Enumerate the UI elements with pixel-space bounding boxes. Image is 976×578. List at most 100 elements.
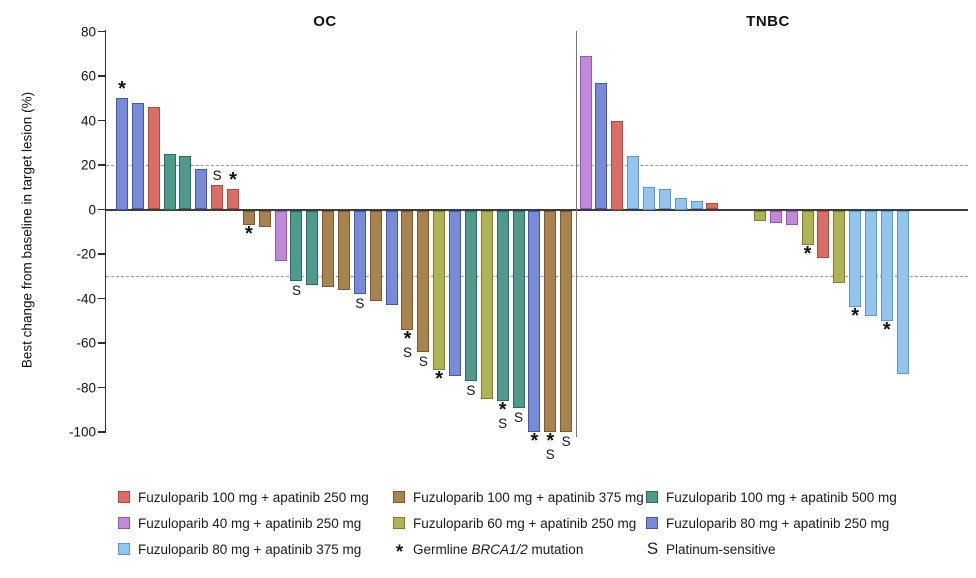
legend-item-brca: * Germline BRCA1/2 mutation [393, 538, 646, 564]
bar-tnbc-13 [769, 210, 782, 223]
y-tick-label: 60 [80, 68, 96, 84]
bar-markers: * [429, 369, 449, 389]
legend-swatch [646, 517, 658, 529]
bar-tnbc-18 [849, 210, 862, 308]
platinum-sensitive-marker: S [513, 409, 523, 425]
bar-oc-11 [274, 210, 287, 261]
bar-tnbc-21 [896, 210, 909, 375]
legend-swatch [118, 517, 130, 529]
y-tick [98, 119, 105, 122]
legend-item-fz100_ap500: Fuzuloparib 100 mg + apatinib 500 mg [646, 490, 897, 505]
y-tick-label: -100 [68, 424, 96, 440]
legend: Fuzuloparib 100 mg + apatinib 250 mg Fuzu… [118, 484, 897, 564]
brca-mutation-marker: * [244, 223, 253, 246]
legend-item-fz60_ap250: Fuzuloparib 60 mg + apatinib 250 mg [393, 516, 646, 531]
bar-markers: * [239, 223, 259, 246]
bar-oc-20 [417, 210, 430, 352]
bar-tnbc-6 [658, 189, 671, 210]
bar-oc-19 [401, 210, 414, 330]
legend-swatch [393, 491, 405, 503]
platinum-sensitive-marker: S [418, 353, 428, 369]
bar-oc-23 [464, 210, 477, 381]
legend-item-fz100_ap375: Fuzuloparib 100 mg + apatinib 375 mg [393, 490, 646, 505]
zero-baseline [106, 208, 968, 211]
legend-label: Fuzuloparib 100 mg + apatinib 250 mg [138, 489, 369, 505]
bar-oc-21 [433, 210, 446, 370]
bar-oc-24 [480, 210, 493, 399]
bar-oc-17 [369, 210, 382, 301]
bar-oc-29 [560, 210, 573, 432]
bar-tnbc-2 [595, 82, 608, 210]
bar-oc-15 [338, 210, 351, 290]
bar-tnbc-12 [753, 210, 766, 221]
y-tick [98, 342, 105, 344]
brca-mutation-marker: * [498, 398, 507, 421]
bar-markers: * S [397, 327, 417, 360]
bar-oc-2 [131, 102, 144, 210]
brca-mutation-marker: * [530, 430, 539, 452]
bar-markers: * [112, 79, 132, 99]
bar-oc-7 [211, 185, 224, 210]
legend-label: Fuzuloparib 80 mg + apatinib 250 mg [666, 515, 890, 531]
bar-tnbc-14 [785, 210, 798, 226]
bar-markers: S [556, 435, 576, 449]
legend-label: Germline BRCA1/2 mutation [413, 541, 584, 557]
bar-oc-26 [512, 210, 525, 408]
brca-mutation-marker: * [851, 305, 859, 328]
platinum-sensitive-marker: S [212, 168, 222, 184]
brca-mutation-marker: * [403, 327, 412, 350]
legend-label: Fuzuloparib 80 mg + apatinib 375 mg [138, 541, 362, 557]
bar-tnbc-9 [706, 202, 719, 210]
panel-title-oc: OC [313, 13, 337, 30]
legend-item-fz80_ap250: Fuzuloparib 80 mg + apatinib 250 mg [646, 516, 897, 531]
bar-oc-22 [449, 210, 462, 377]
legend-item-platinum: S Platinum-sensitive [646, 539, 897, 559]
bar-oc-1 [116, 98, 128, 210]
bar-markers: S [207, 169, 227, 183]
bar-markers: S [413, 353, 433, 369]
bar-markers: * S [493, 398, 513, 431]
y-axis [104, 30, 106, 433]
y-tick-label: 20 [80, 157, 96, 173]
panel-divider [576, 31, 578, 437]
bar-markers: * [877, 318, 897, 341]
bar-tnbc-7 [674, 198, 687, 210]
y-tick [98, 297, 105, 300]
legend-label: Fuzuloparib 40 mg + apatinib 250 mg [138, 515, 362, 531]
legend-swatch [646, 491, 658, 503]
bar-markers: * S [540, 431, 560, 462]
legend-swatch [393, 517, 405, 529]
bar-oc-5 [179, 156, 192, 210]
brca-mutation-marker: * [882, 318, 891, 341]
platinum-sensitive-marker: S [291, 282, 301, 298]
legend-label: Fuzuloparib 100 mg + apatinib 500 mg [666, 489, 897, 505]
bar-markers: * [798, 243, 818, 266]
bar-tnbc-15 [801, 210, 814, 246]
y-tick [98, 75, 105, 77]
y-tick-label: -60 [76, 335, 96, 351]
legend-swatch [118, 543, 130, 555]
y-tick-label: -20 [76, 246, 96, 262]
bar-oc-3 [147, 107, 160, 210]
legend-label: Platinum-sensitive [666, 541, 776, 557]
bar-oc-9 [242, 210, 255, 226]
asterisk-symbol: * [395, 542, 404, 563]
y-tick [98, 431, 105, 433]
bar-markers: * [845, 305, 865, 328]
bar-oc-8 [227, 189, 240, 210]
legend-item-fz40_ap250: Fuzuloparib 40 mg + apatinib 250 mg [118, 516, 393, 531]
legend-swatch [118, 491, 130, 503]
bar-oc-4 [163, 153, 176, 210]
brca-mutation-marker: * [229, 169, 237, 192]
legend-label: Fuzuloparib 100 mg + apatinib 375 mg [413, 489, 644, 505]
platinum-sensitive-marker: S [561, 434, 571, 449]
bar-tnbc-8 [690, 200, 703, 210]
bar-markers: S [509, 409, 529, 425]
platinum-sensitive-marker: S [355, 296, 365, 312]
y-tick [98, 164, 105, 166]
brca-mutation-marker: * [803, 243, 812, 266]
y-tick-label: -40 [76, 291, 96, 306]
bar-tnbc-3 [611, 120, 624, 210]
platinum-sensitive-marker: S [402, 344, 412, 360]
